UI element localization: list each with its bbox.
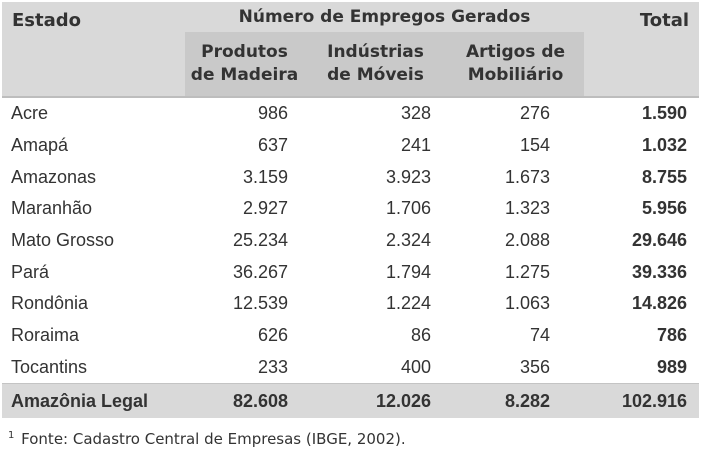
cell-estado: Amapá xyxy=(11,135,69,156)
table-body: Acre 986 328 276 1.590 Amapá 637 241 154… xyxy=(2,96,700,419)
cell-moveis: 2.324 xyxy=(385,230,431,251)
cell-madeira: 36.267 xyxy=(232,261,288,282)
cell-moveis: 400 xyxy=(400,356,431,377)
cell-moveis: 1.794 xyxy=(385,261,431,282)
cell-moveis: 3.923 xyxy=(385,166,431,187)
table-row: Amapá 637 241 154 1.032 xyxy=(2,130,699,162)
table-row: Rondônia 12.539 1.224 1.063 14.826 xyxy=(2,288,699,320)
cell-moveis: 328 xyxy=(304,96,447,130)
cell-moveis: 1.224 xyxy=(385,293,431,314)
header-line: de Móveis xyxy=(327,65,424,85)
header-group-empregos: Número de Empregos Gerados xyxy=(238,7,531,27)
header-line: Produtos xyxy=(201,42,288,62)
cell-mobiliario: 276 xyxy=(447,96,585,130)
table-row: Roraima 626 86 74 786 xyxy=(2,320,699,352)
cell-madeira: 233 xyxy=(257,356,288,377)
header-estado: Estado xyxy=(12,10,82,31)
table-row: Mato Grosso 25.234 2.324 2.088 29.646 xyxy=(2,225,699,257)
cell-total: 29.646 xyxy=(631,230,688,251)
cell-mobiliario: 2.088 xyxy=(504,230,551,251)
cell-madeira: 2.927 xyxy=(242,198,288,219)
cell-estado: Roraima xyxy=(11,325,80,346)
cell-total: 8.755 xyxy=(641,166,688,187)
cell-moveis-total: 12.026 xyxy=(304,383,447,419)
cell-madeira-total: 82.608 xyxy=(185,383,304,419)
cell-total: 5.956 xyxy=(641,198,688,219)
cell-madeira: 986 xyxy=(185,96,304,130)
header-line: Indústrias xyxy=(327,42,424,62)
cell-total: 1.590 xyxy=(584,96,700,130)
header-total: Total xyxy=(639,10,690,31)
cell-total: 1.032 xyxy=(641,135,688,156)
cell-estado: Tocantins xyxy=(11,356,88,377)
cell-madeira: 637 xyxy=(257,135,288,156)
cell-madeira: 25.234 xyxy=(232,230,288,251)
cell-madeira: 12.539 xyxy=(232,293,288,314)
cell-mobiliario-total: 8.282 xyxy=(447,383,585,419)
cell-madeira: 3.159 xyxy=(242,166,288,187)
cell-total: 989 xyxy=(656,356,688,377)
table-row: Amazonas 3.159 3.923 1.673 8.755 xyxy=(2,161,699,193)
table-row: Pará 36.267 1.794 1.275 39.336 xyxy=(2,256,699,288)
header-line: de Madeira xyxy=(190,65,299,85)
cell-estado: Amazonas xyxy=(11,166,97,187)
table-header: Estado Número de Empregos Gerados Total … xyxy=(2,2,700,97)
header-industrias-moveis: Indústrias de Móveis xyxy=(304,32,447,97)
source-footnote: 1 Fonte: Cadastro Central de Empresas (I… xyxy=(8,430,406,448)
table-row: Maranhão 2.927 1.706 1.323 5.956 xyxy=(2,193,699,225)
table-total-row: Amazônia Legal 82.608 12.026 8.282 102.9… xyxy=(2,383,700,419)
cell-madeira: 626 xyxy=(257,325,288,346)
employment-table: Estado Número de Empregos Gerados Total … xyxy=(2,2,700,419)
header-line: Artigos de xyxy=(465,42,566,62)
cell-estado: Acre xyxy=(2,96,185,130)
cell-estado-total: Amazônia Legal xyxy=(2,383,185,419)
cell-moveis: 241 xyxy=(400,135,431,156)
cell-moveis: 1.706 xyxy=(385,198,431,219)
cell-estado: Mato Grosso xyxy=(11,230,115,251)
cell-estado: Rondônia xyxy=(11,293,89,314)
header-line: Mobiliário xyxy=(467,65,564,85)
cell-mobiliario: 356 xyxy=(519,356,551,377)
footnote-text: Fonte: Cadastro Central de Empresas (IBG… xyxy=(21,430,406,448)
table-row: Acre 986 328 276 1.590 xyxy=(2,96,700,130)
cell-moveis: 86 xyxy=(410,325,431,346)
cell-mobiliario: 1.673 xyxy=(504,166,551,187)
cell-total: 14.826 xyxy=(631,293,688,314)
cell-total: 39.336 xyxy=(631,261,688,282)
header-artigos-mobiliario: Artigos de Mobiliário xyxy=(447,32,585,97)
cell-grand-total: 102.916 xyxy=(584,383,700,419)
cell-mobiliario: 74 xyxy=(530,325,551,346)
cell-estado: Maranhão xyxy=(11,198,93,219)
table-row: Tocantins 233 400 356 989 xyxy=(2,352,699,384)
footnote-marker: 1 xyxy=(8,430,15,441)
cell-mobiliario: 1.323 xyxy=(504,198,551,219)
cell-estado: Pará xyxy=(11,261,50,282)
cell-mobiliario: 154 xyxy=(519,135,551,156)
cell-mobiliario: 1.275 xyxy=(504,261,551,282)
cell-total: 786 xyxy=(656,325,688,346)
header-produtos-madeira: Produtos de Madeira xyxy=(185,32,304,97)
cell-mobiliario: 1.063 xyxy=(504,293,551,314)
